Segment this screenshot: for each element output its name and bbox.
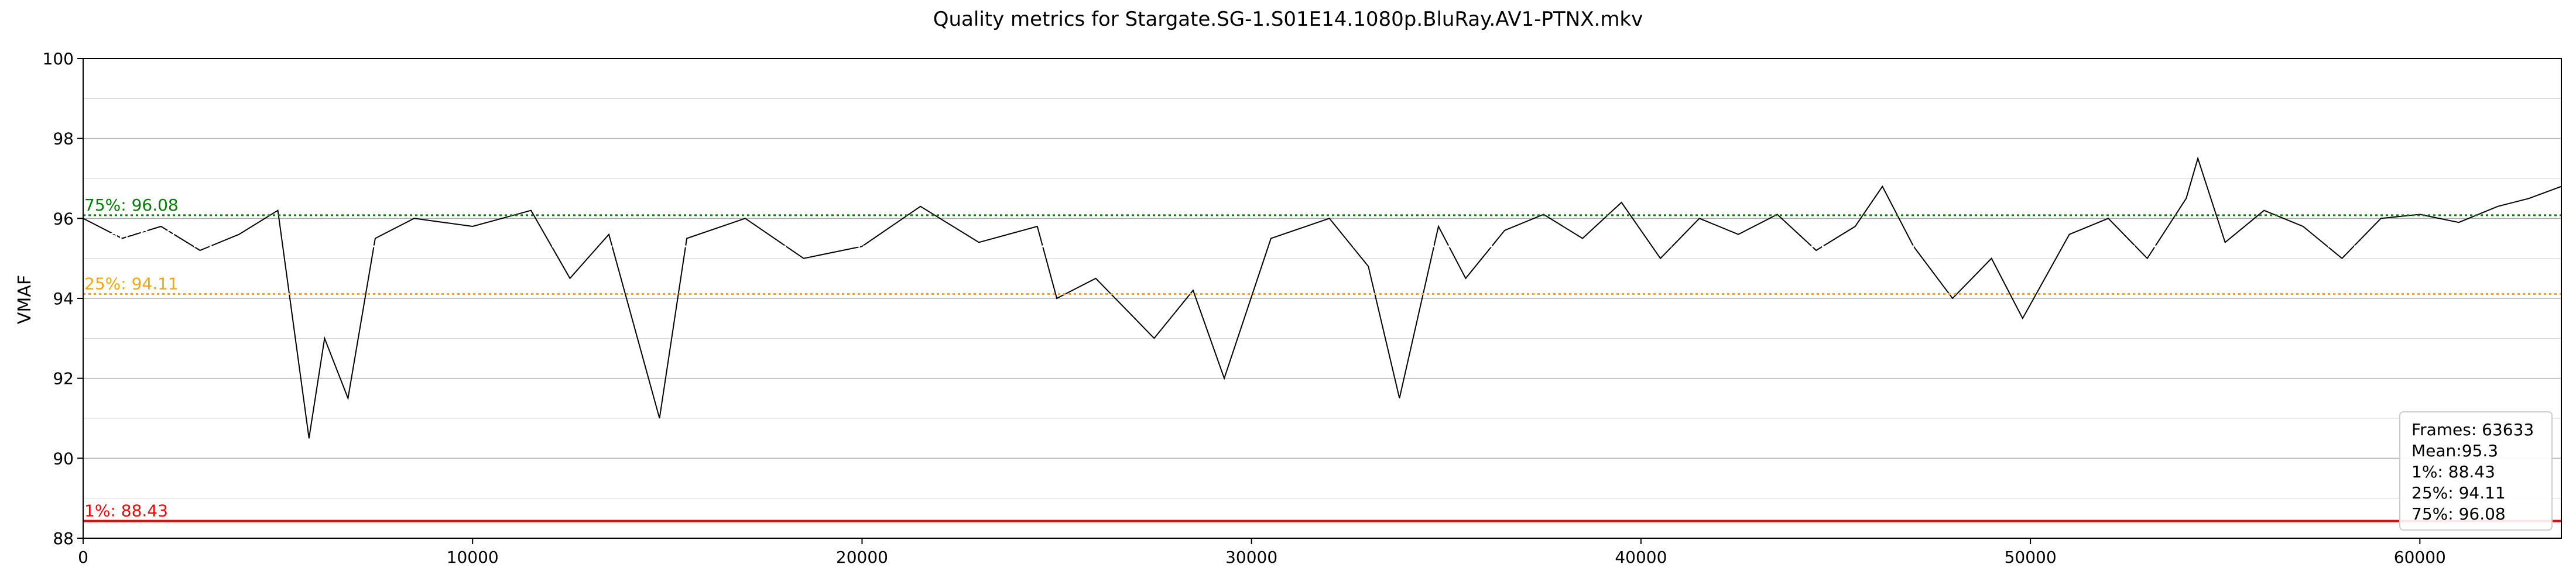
reference-line-label: 1%: 88.43 bbox=[84, 501, 168, 521]
reference-line-label: Mean: 95.3 bbox=[84, 226, 176, 246]
legend-line: 1%: 88.43 bbox=[2411, 462, 2495, 481]
x-tick-label: 30000 bbox=[1225, 548, 1277, 567]
x-tick-label: 50000 bbox=[2005, 548, 2057, 567]
legend-line: 25%: 94.11 bbox=[2411, 483, 2506, 503]
chart-title: Quality metrics for Stargate.SG-1.S01E14… bbox=[933, 8, 1643, 31]
x-tick-label: 40000 bbox=[1615, 548, 1667, 567]
x-tick-label: 20000 bbox=[836, 548, 888, 567]
reference-line-label: 75%: 96.08 bbox=[84, 195, 179, 215]
y-tick-label: 88 bbox=[53, 529, 74, 548]
x-tick-label: 0 bbox=[78, 548, 88, 567]
y-axis-label: VMAF bbox=[15, 275, 35, 324]
legend-line: Mean:95.3 bbox=[2411, 441, 2498, 460]
legend-background bbox=[2399, 411, 2553, 531]
legend-line: Frames: 63633 bbox=[2411, 420, 2534, 439]
legend-box: Frames: 63633 Mean:95.3 1%: 88.43 25%: 94.1… bbox=[2399, 411, 2553, 531]
reference-lines: 75%: 96.08 Mean: 95.3 25%: 94.11 1%: 88.43 bbox=[83, 195, 2561, 522]
x-tick-label: 10000 bbox=[447, 548, 499, 567]
y-tick-label: 96 bbox=[53, 209, 74, 228]
y-tick-label: 94 bbox=[53, 289, 74, 308]
x-tick-label: 60000 bbox=[2394, 548, 2446, 567]
y-tick-label: 100 bbox=[43, 49, 74, 68]
vmaf-series-line bbox=[83, 156, 2562, 439]
y-tick-label: 90 bbox=[53, 449, 74, 468]
y-tick-label: 92 bbox=[53, 369, 74, 388]
reference-line-label: 25%: 94.11 bbox=[84, 274, 179, 293]
y-tick-label: 98 bbox=[53, 129, 74, 149]
series-layer bbox=[83, 156, 2562, 439]
axis-ticks: 88 90 92 94 96 98 100 0 10000 20000 30000 40000 5000… bbox=[43, 49, 2446, 567]
legend-line: 75%: 96.08 bbox=[2411, 504, 2506, 524]
grid bbox=[83, 58, 2561, 539]
